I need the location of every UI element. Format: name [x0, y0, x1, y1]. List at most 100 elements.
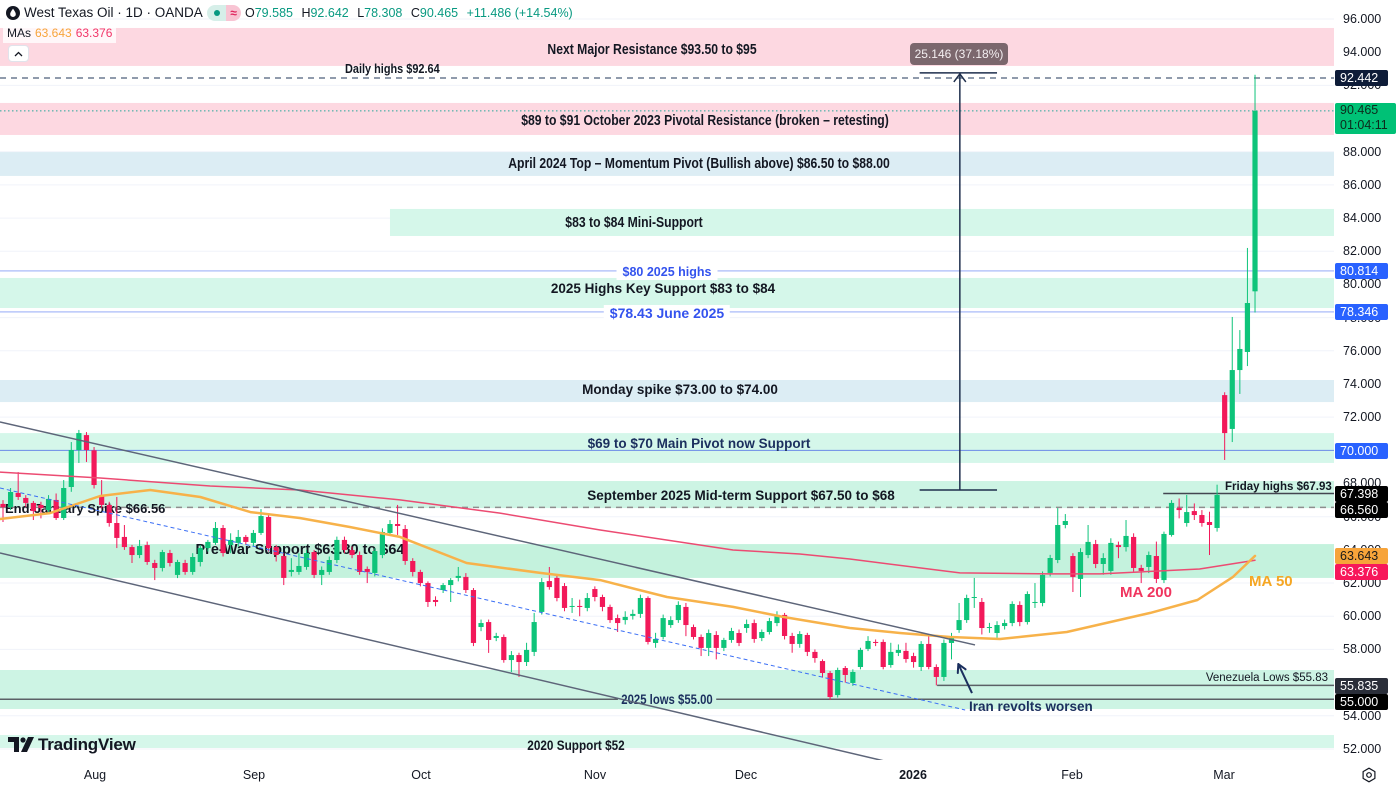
candle: [1017, 601, 1023, 627]
ma-legend[interactable]: MAs 63.643 63.376: [3, 24, 117, 43]
open-value: 79.585: [254, 6, 293, 20]
candle: [1062, 514, 1068, 529]
candle: [622, 611, 628, 625]
level-label-friday-highs: Friday highs $67.93: [1225, 481, 1332, 493]
candle: [190, 553, 196, 575]
candle: [394, 504, 401, 535]
candle: [1070, 553, 1076, 593]
level-label-end-january-spike: End-January Spike $66.56: [5, 501, 166, 516]
price-tick: 88.000: [1343, 145, 1382, 159]
ohlc-values: O79.585 H92.642 L78.308 C90.465 +11.486 …: [245, 5, 578, 21]
candle: [1168, 500, 1175, 537]
candle: [690, 624, 697, 640]
zone-label-april-2024-top: April 2024 Top – Momentum Pivot (Bullish…: [508, 156, 890, 172]
candle: [281, 553, 287, 586]
candle: [106, 501, 112, 527]
candle: [114, 496, 120, 549]
candle: [804, 632, 810, 657]
candle: [1146, 551, 1152, 574]
price-tag-venezuela-lows: 55.835: [1335, 678, 1388, 694]
time-label-2026: 2026: [899, 768, 927, 782]
candle: [410, 558, 416, 577]
candle: [759, 629, 765, 642]
candle: [827, 670, 833, 701]
candle: [470, 588, 477, 647]
price-axis[interactable]: 96.000 94.000 92.000 90.000 88.000 86.00…: [1334, 0, 1400, 760]
collapse-legend-button[interactable]: [8, 45, 29, 62]
tradingview-logo-text: TradingView: [38, 735, 136, 754]
candle: [68, 442, 74, 492]
candle: [1123, 520, 1129, 552]
candle: [918, 641, 924, 671]
tradingview-logo[interactable]: TradingView: [8, 736, 136, 753]
zone-band: [0, 27, 1334, 66]
candle: [1055, 508, 1061, 564]
annotation-iran-revolts: Iran revolts worsen: [969, 699, 1093, 714]
candle: [1077, 548, 1084, 597]
zone-label-2025-highs-key-support: 2025 Highs Key Support $83 to $84: [550, 281, 776, 296]
candle: [53, 493, 59, 521]
level-label-venezuela-lows: Venezuela Lows $55.83: [1205, 672, 1328, 684]
candle: [1244, 247, 1251, 367]
candle: [463, 573, 469, 594]
candle: [607, 604, 613, 623]
price-tag-ma200: 63.376: [1335, 564, 1388, 580]
candle: [1039, 571, 1046, 607]
candle: [531, 612, 537, 657]
candle: [888, 642, 894, 668]
candle: [1229, 316, 1235, 443]
zone-label-main-pivot: $69 to $70 Main Pivot now Support: [587, 436, 811, 451]
measure-tooltip: 25.146 (37.18%): [910, 43, 1008, 65]
high-value: 92.642: [310, 6, 349, 20]
price-tick: 54.000: [1343, 709, 1382, 723]
candle: [668, 616, 674, 628]
candle: [1131, 533, 1137, 572]
candle: [569, 597, 575, 613]
level-label-daily-highs: Daily highs $92.64: [345, 61, 440, 76]
candle: [979, 597, 985, 635]
candle: [1108, 538, 1114, 575]
candle: [1085, 524, 1091, 559]
chevron-up-icon: [14, 51, 23, 56]
candle: [296, 553, 302, 575]
chart-legend: West Texas Oil · 1D · OANDA ≈ O79.585 H9…: [0, 0, 600, 66]
price-tick: 80.000: [1343, 277, 1382, 291]
candle: [964, 594, 970, 623]
time-label-feb: Feb: [1061, 768, 1083, 782]
candle: [99, 480, 105, 509]
chart-settings-gear-icon[interactable]: [1361, 767, 1377, 783]
candle: [986, 622, 993, 633]
candle: [683, 602, 689, 637]
candle: [721, 637, 727, 652]
candle: [121, 524, 128, 550]
candle: [417, 569, 423, 587]
candle: [76, 429, 82, 463]
ma200-legend-value: 63.376: [75, 26, 113, 40]
candle: [425, 581, 431, 607]
time-label-mar: Mar: [1213, 768, 1235, 782]
time-axis[interactable]: Aug Sep Oct Nov Dec 2026 Feb Mar: [0, 760, 1334, 787]
candle: [857, 647, 864, 670]
candle: [144, 541, 150, 565]
time-label-nov: Nov: [583, 768, 607, 782]
change-value: +11.486 (+14.54%): [466, 6, 573, 20]
candle: [842, 666, 848, 683]
time-label-aug: Aug: [83, 768, 107, 782]
candle: [319, 566, 325, 586]
chart-pane[interactable]: Next Major Resistance $93.50 to $95 Dail…: [0, 0, 1334, 760]
candle: [675, 601, 681, 623]
candle: [1176, 498, 1182, 519]
level-label-80-2025-highs: $80 2025 highs: [616, 264, 718, 280]
candle: [941, 639, 947, 681]
candle: [1009, 601, 1015, 627]
candle: [448, 578, 454, 602]
candle: [630, 609, 636, 620]
candle: [212, 522, 219, 545]
candle: [751, 619, 757, 643]
time-label-oct: Oct: [411, 768, 431, 782]
market-status-pill[interactable]: [207, 5, 226, 21]
data-status-pill[interactable]: ≈: [226, 5, 241, 21]
candle: [402, 524, 408, 565]
candle: [129, 544, 135, 563]
symbol-title[interactable]: West Texas Oil · 1D · OANDA: [24, 5, 203, 20]
